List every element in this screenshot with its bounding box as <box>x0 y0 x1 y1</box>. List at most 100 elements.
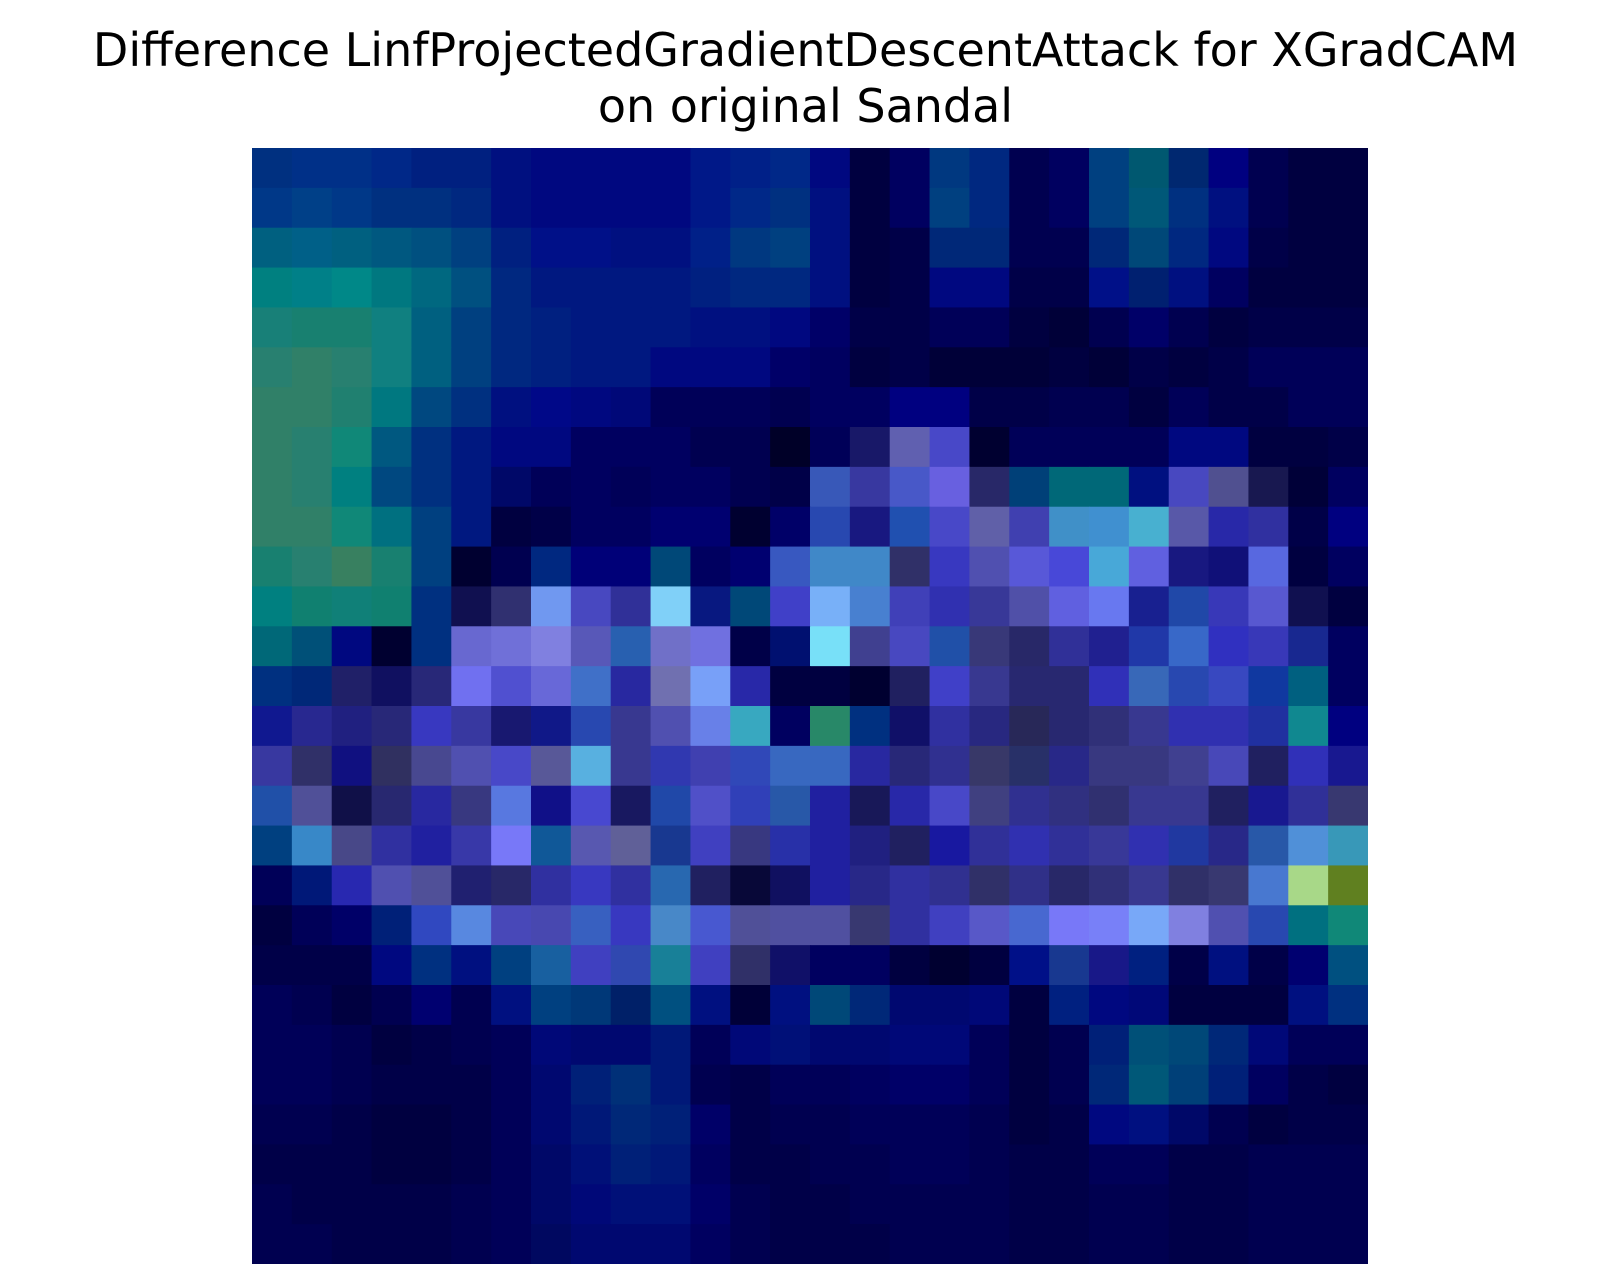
heatmap-cell-r8-c1 <box>291 466 333 508</box>
heatmap-cell-r14-c23 <box>1168 706 1210 747</box>
chart-title-line-1: Difference LinfProjectedGradientDescentA… <box>92 23 1519 77</box>
heatmap-cell-r23-c9 <box>610 1064 652 1106</box>
heatmap-cell-r2-c12 <box>730 227 771 269</box>
heatmap-cell-r25-c21 <box>1089 1144 1130 1185</box>
heatmap-cell-r26-c8 <box>570 1184 612 1225</box>
heatmap-cell-r5-c12 <box>730 347 771 388</box>
heatmap-cell-r26-c27 <box>1328 1184 1368 1225</box>
heatmap-cell-r20-c5 <box>451 945 492 986</box>
heatmap-cell-r25-c6 <box>491 1144 532 1185</box>
heatmap-cell-r26-c3 <box>371 1184 413 1225</box>
heatmap-cell-r10-c13 <box>770 546 811 588</box>
heatmap-cell-r7-c13 <box>770 427 811 468</box>
heatmap-cell-r22-c27 <box>1328 1024 1368 1066</box>
heatmap-cell-r0-c17 <box>929 148 971 189</box>
heatmap-cell-r1-c8 <box>570 187 612 229</box>
heatmap-cell-r1-c1 <box>291 187 333 229</box>
heatmap-cell-r3-c17 <box>929 267 971 309</box>
heatmap-cell-r15-c17 <box>929 745 971 787</box>
heatmap-cell-r1-c20 <box>1049 187 1090 229</box>
heatmap-cell-r12-c3 <box>371 626 413 667</box>
heatmap-cell-r12-c1 <box>291 626 333 667</box>
heatmap-cell-r9-c2 <box>331 506 373 548</box>
heatmap-cell-r19-c20 <box>1049 905 1090 946</box>
heatmap-cell-r2-c20 <box>1049 227 1090 269</box>
heatmap-cell-r20-c13 <box>770 945 811 986</box>
heatmap-cell-r0-c21 <box>1089 148 1130 189</box>
heatmap-cell-r18-c1 <box>291 865 333 906</box>
heatmap-cell-r21-c1 <box>291 985 333 1026</box>
heatmap-cell-r26-c19 <box>1009 1184 1050 1225</box>
heatmap-cell-r3-c11 <box>690 267 731 309</box>
heatmap-cell-r19-c21 <box>1089 905 1130 946</box>
heatmap-cell-r5-c23 <box>1168 347 1210 388</box>
heatmap-cell-r13-c12 <box>730 666 771 707</box>
heatmap-cell-r22-c24 <box>1208 1024 1250 1066</box>
heatmap-cell-r20-c2 <box>331 945 373 986</box>
heatmap-cell-r0-c20 <box>1049 148 1090 189</box>
heatmap-cell-r11-c23 <box>1168 586 1210 627</box>
heatmap-cell-r7-c8 <box>570 427 612 468</box>
heatmap-cell-r8-c16 <box>889 466 931 508</box>
heatmap-cell-r20-c22 <box>1128 945 1170 986</box>
heatmap-cell-r3-c2 <box>331 267 373 309</box>
heatmap-cell-r14-c22 <box>1128 706 1170 747</box>
heatmap-cell-r21-c6 <box>491 985 532 1026</box>
heatmap-cell-r4-c23 <box>1168 307 1210 348</box>
heatmap-cell-r9-c25 <box>1248 506 1289 548</box>
heatmap-cell-r24-c2 <box>331 1104 373 1146</box>
heatmap-cell-r1-c2 <box>331 187 373 229</box>
heatmap-cell-r26-c24 <box>1208 1184 1250 1225</box>
heatmap-cell-r24-c10 <box>650 1104 692 1146</box>
heatmap-cell-r14-c27 <box>1328 706 1368 747</box>
heatmap-cell-r12-c26 <box>1288 626 1329 667</box>
heatmap-cell-r1-c14 <box>810 187 851 229</box>
heatmap-cell-r10-c18 <box>969 546 1010 588</box>
heatmap-cell-r12-c18 <box>969 626 1010 667</box>
heatmap-cell-r25-c2 <box>331 1144 373 1185</box>
heatmap-cell-r5-c0 <box>252 347 293 388</box>
heatmap-cell-r9-c3 <box>371 506 413 548</box>
heatmap-cell-r20-c17 <box>929 945 971 986</box>
heatmap-cell-r6-c1 <box>291 387 333 428</box>
heatmap-cell-r0-c16 <box>889 148 931 189</box>
heatmap-cell-r5-c13 <box>770 347 811 388</box>
heatmap-cell-r14-c25 <box>1248 706 1289 747</box>
heatmap-cell-r19-c26 <box>1288 905 1329 946</box>
heatmap-cell-r25-c18 <box>969 1144 1010 1185</box>
heatmap-cell-r0-c1 <box>291 148 333 189</box>
heatmap-cell-r17-c14 <box>810 825 851 867</box>
heatmap-cell-r21-c19 <box>1009 985 1050 1026</box>
heatmap-cell-r18-c11 <box>690 865 731 906</box>
heatmap-cell-r9-c27 <box>1328 506 1368 548</box>
heatmap-cell-r27-c1 <box>291 1224 333 1264</box>
heatmap-cell-r8-c13 <box>770 466 811 508</box>
heatmap-cell-r5-c4 <box>411 347 452 388</box>
heatmap-cell-r9-c16 <box>889 506 931 548</box>
heatmap-cell-r18-c19 <box>1009 865 1050 906</box>
heatmap-cell-r13-c6 <box>491 666 532 707</box>
heatmap-cell-r25-c9 <box>610 1144 652 1185</box>
heatmap-cell-r4-c10 <box>650 307 692 348</box>
heatmap-cell-r4-c19 <box>1009 307 1050 348</box>
heatmap-cell-r4-c16 <box>889 307 931 348</box>
heatmap-cell-r3-c12 <box>730 267 771 309</box>
heatmap-cell-r7-c24 <box>1208 427 1250 468</box>
heatmap-cell-r15-c0 <box>252 745 293 787</box>
heatmap-cell-r19-c23 <box>1168 905 1210 946</box>
heatmap-cell-r13-c22 <box>1128 666 1170 707</box>
heatmap-cell-r25-c23 <box>1168 1144 1210 1185</box>
heatmap-cell-r2-c4 <box>411 227 452 269</box>
heatmap-cell-r12-c22 <box>1128 626 1170 667</box>
heatmap-cell-r18-c22 <box>1128 865 1170 906</box>
heatmap-cell-r14-c0 <box>252 706 293 747</box>
heatmap-cell-r4-c11 <box>690 307 731 348</box>
heatmap-cell-r7-c4 <box>411 427 452 468</box>
heatmap-cell-r14-c16 <box>889 706 931 747</box>
heatmap-cell-r17-c21 <box>1089 825 1130 867</box>
heatmap-cell-r2-c14 <box>810 227 851 269</box>
heatmap-cell-r1-c16 <box>889 187 931 229</box>
heatmap-cell-r11-c4 <box>411 586 452 627</box>
heatmap-cell-r5-c15 <box>849 347 891 388</box>
heatmap-cell-r17-c18 <box>969 825 1010 867</box>
